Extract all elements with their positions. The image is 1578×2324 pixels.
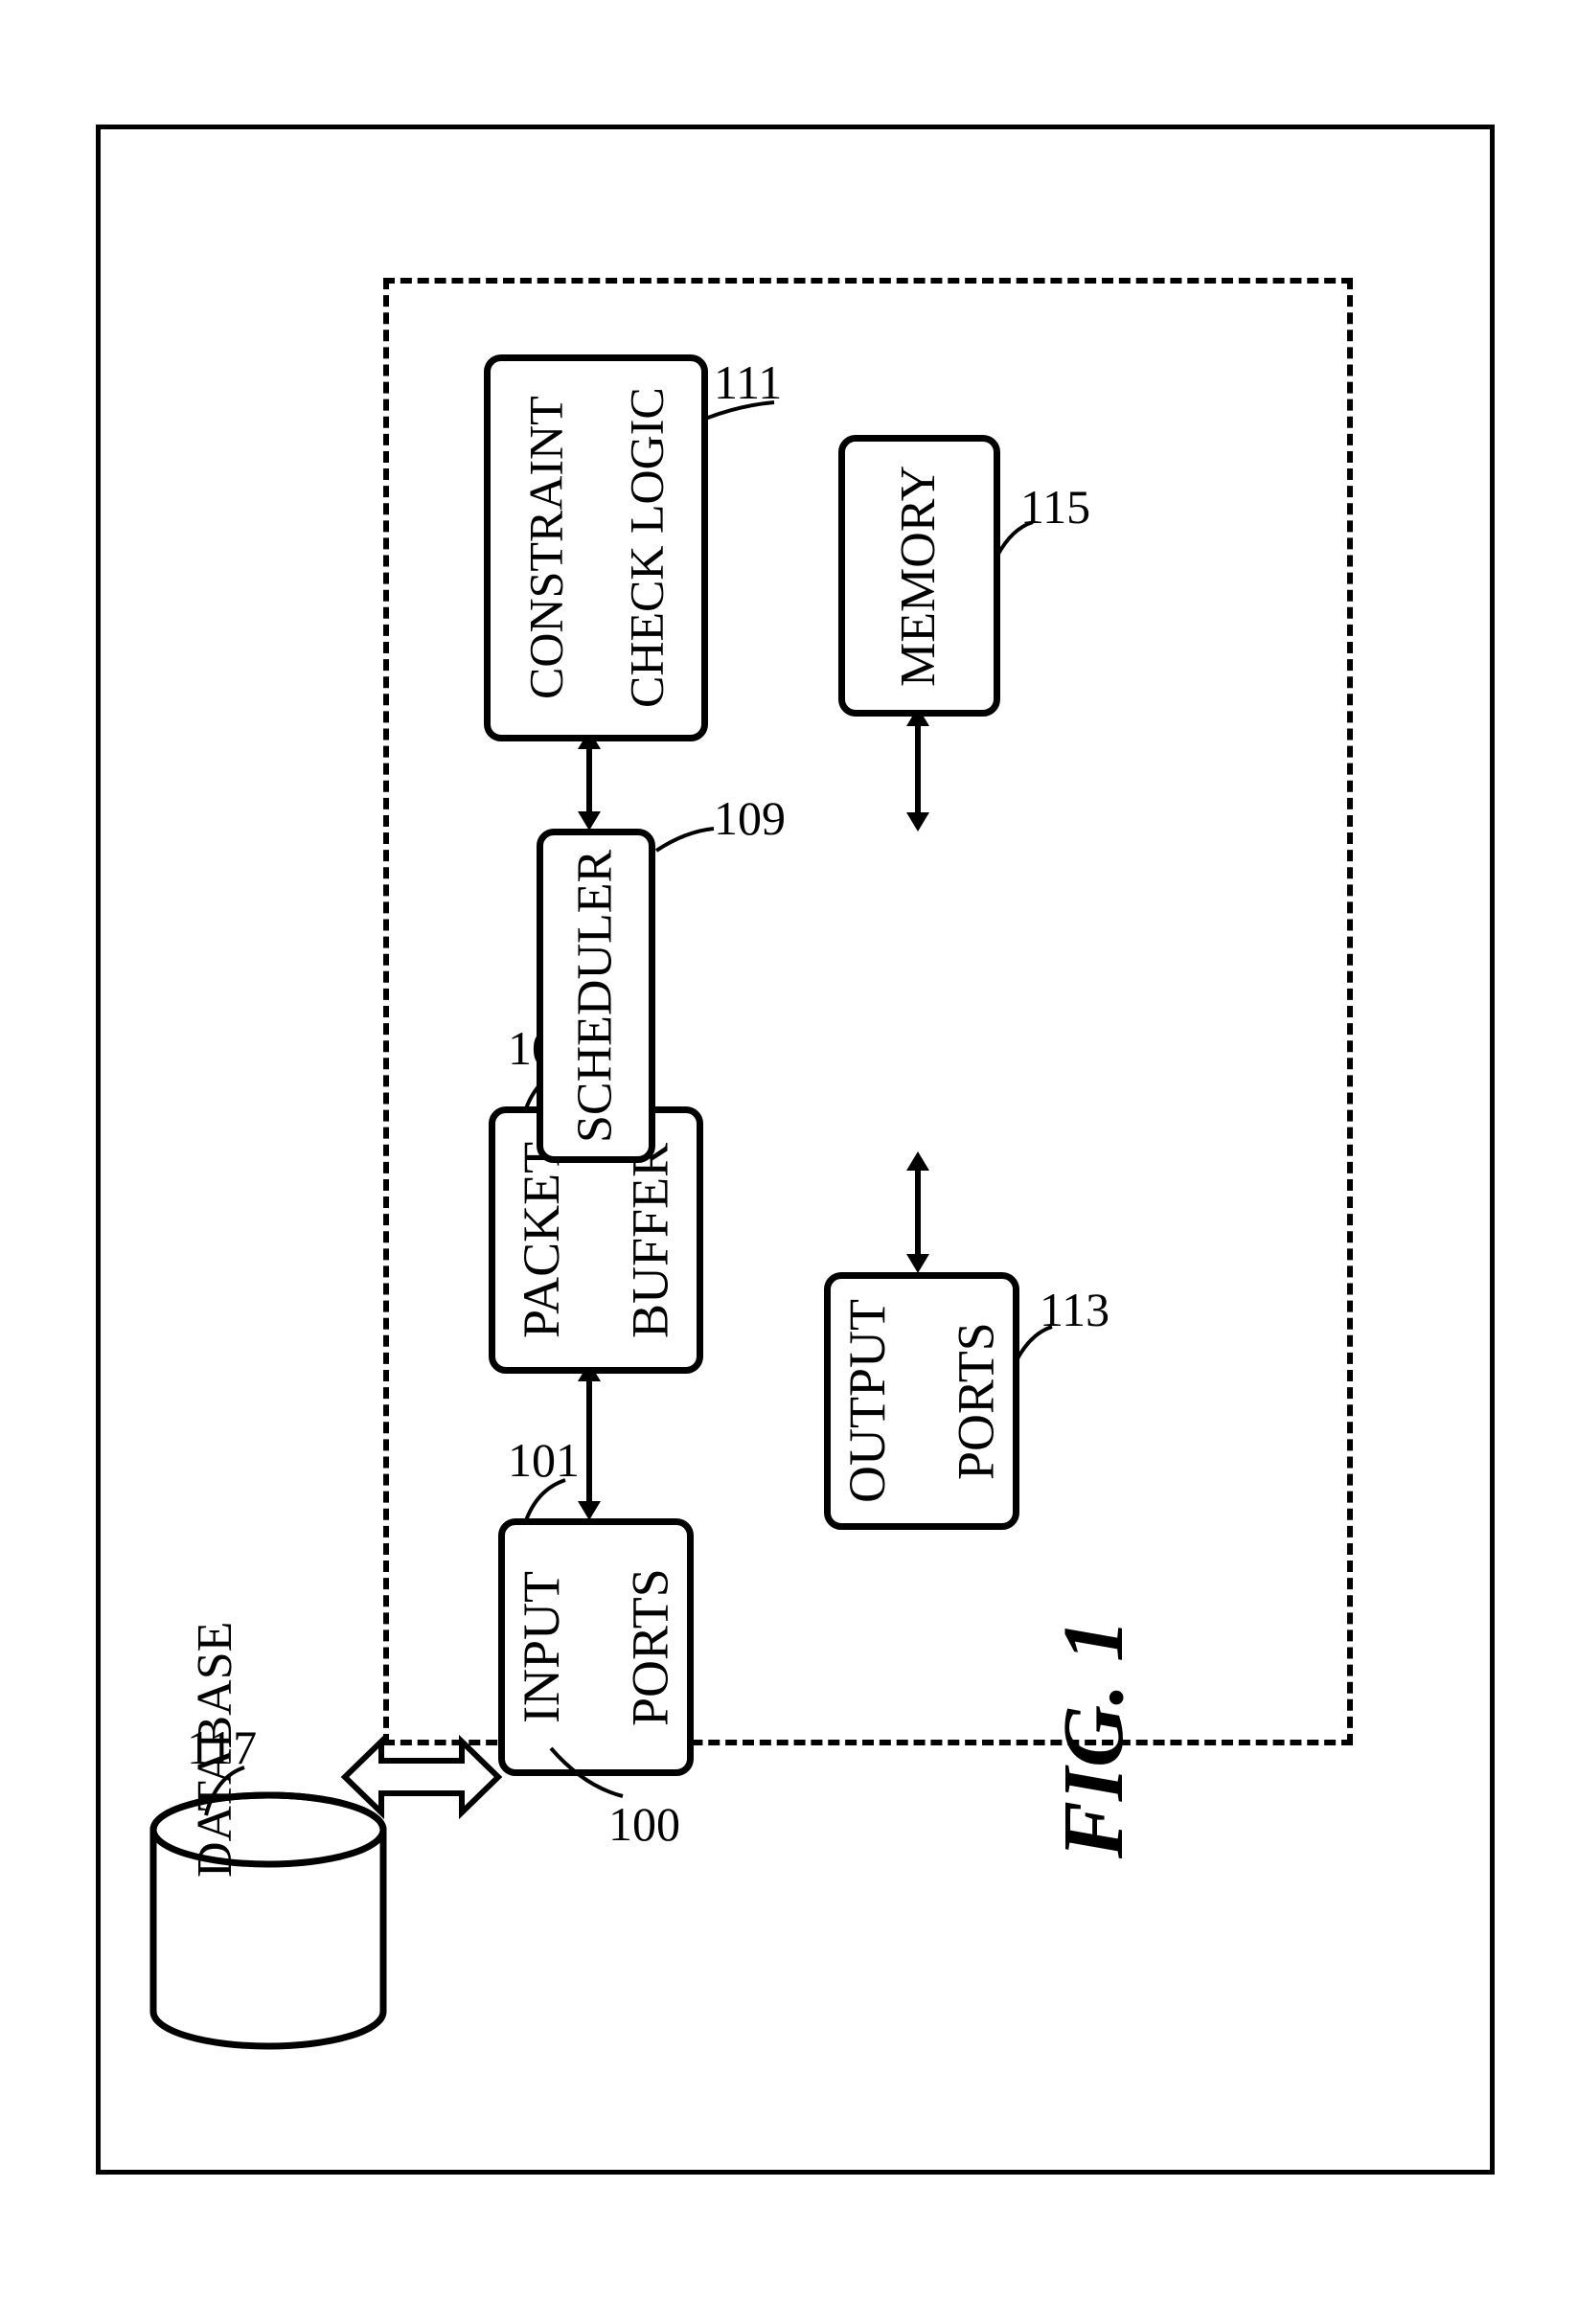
input-ports-block: INPUT PORTS <box>498 1518 694 1776</box>
memory-block: MEMORY <box>838 435 1000 717</box>
output-ports-block: OUTPUT PORTS <box>824 1272 1019 1530</box>
arrow-sched-memory <box>901 707 935 832</box>
lead-109 <box>652 824 719 857</box>
lead-117 <box>196 1763 254 1820</box>
lead-113 <box>1014 1322 1057 1365</box>
database-cylinder <box>144 1791 393 2069</box>
lead-101 <box>517 1475 575 1528</box>
lead-115 <box>995 517 1038 560</box>
ref-109: 109 <box>714 790 786 846</box>
arrow-input-buffer <box>572 1362 606 1520</box>
arrow-sched-constraint <box>572 730 606 831</box>
lead-100 <box>546 1743 628 1806</box>
lead-111 <box>702 398 779 426</box>
figure-caption: FIG. 1 <box>1044 1619 1143 1858</box>
scheduler-block: SCHEDULER <box>537 829 655 1163</box>
arrow-sched-output <box>901 1151 935 1273</box>
constraint-block: CONSTRAINT CHECK LOGIC <box>484 354 708 741</box>
arrow-db-input <box>345 1734 498 1820</box>
